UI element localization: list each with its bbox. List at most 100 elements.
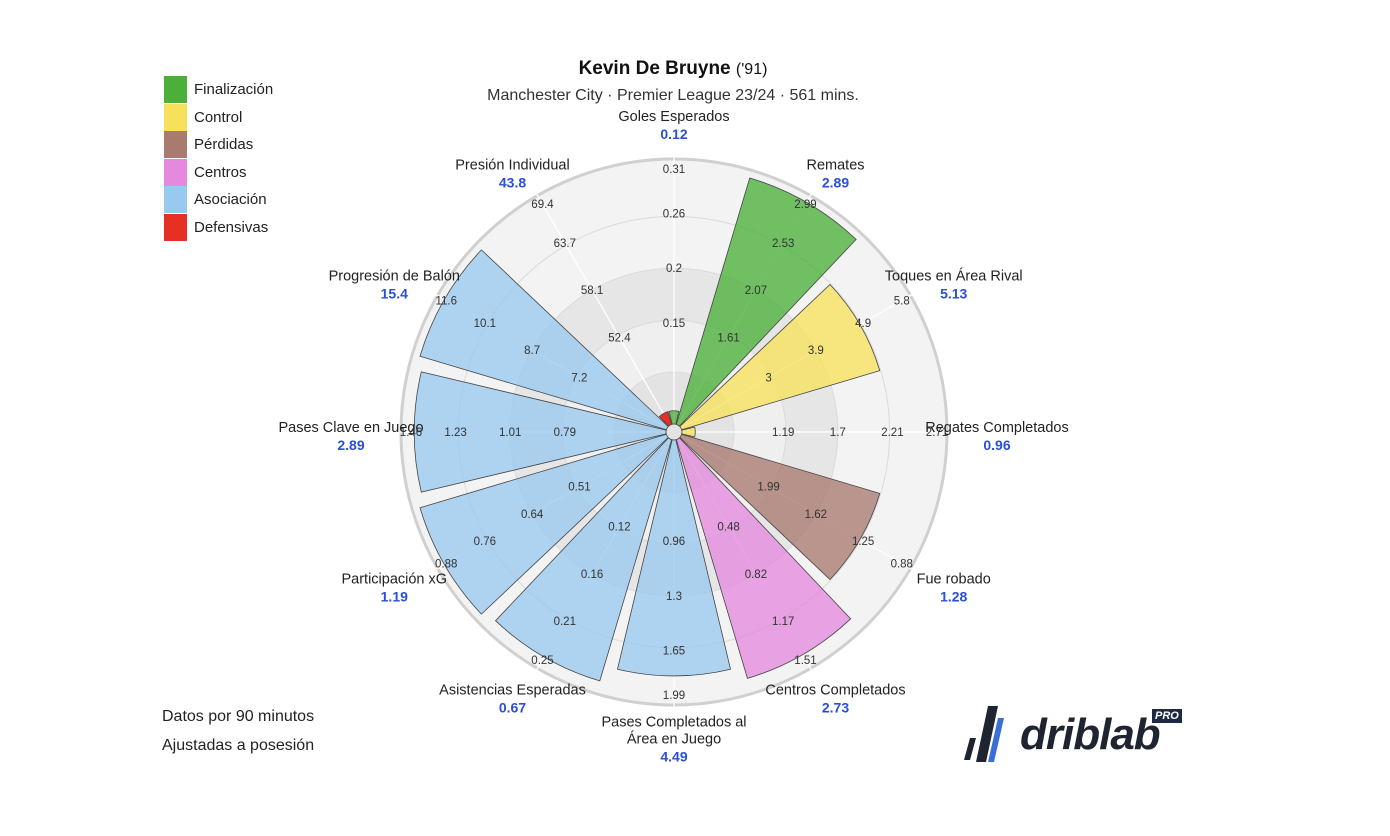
legend-item: Pérdidas [164,131,273,159]
tick-label: 1.51 [794,655,816,667]
logo-text: driblab [1020,710,1161,759]
metric-label: Centros Completados [765,682,905,698]
tick-label: 1.46 [400,427,422,439]
tick-label: 7.2 [571,372,587,384]
bar-0 [668,410,680,425]
legend-swatch [164,131,187,159]
player-name: Kevin De Bruyne [578,58,731,79]
tick-label: 1.61 [717,332,739,344]
legend-label: Pérdidas [194,136,254,154]
metric-value: 2.73 [822,699,849,715]
footnote-per90: Datos por 90 minutos [162,708,315,725]
metric-label: Pases Clave en Juego [278,420,423,436]
bar-2 [679,283,881,431]
legend-swatch [164,186,187,214]
metric-label: Toques en Área Rival [885,268,1023,285]
tick-label: 0.2 [666,263,682,275]
tick-label: 1.25 [852,536,874,548]
legend-label: Control [194,108,243,126]
tick-label: 2.53 [772,238,794,250]
metric-value: 0.96 [983,437,1010,453]
tick-label: 1.99 [663,690,685,702]
tick-label: 0.16 [581,569,603,581]
bar-4 [679,433,881,581]
player-year: ('91) [735,61,768,78]
legend-item: Centros [164,158,273,187]
metric-label: Pases Completados al [601,715,746,731]
tick-label: 1.99 [757,482,779,494]
bar-9 [413,371,667,493]
tick-label: 10.1 [474,318,496,330]
bar-6 [617,439,731,677]
tick-label: 0.12 [608,522,630,534]
tick-label: 2.99 [794,199,816,211]
tick-label: 0.21 [554,616,576,628]
tick-label: 0.79 [554,427,576,439]
metric-label: Participación xG [341,572,447,588]
bar-10 [419,249,669,431]
tick-label: 0.76 [474,536,496,548]
metric-label: Progresión de Balón [329,269,460,285]
tick-label: 58.1 [581,285,603,297]
tick-label: 0.15 [663,318,685,330]
tick-label: 69.4 [531,199,554,211]
legend: Finalización Control Pérdidas Centros Asocia… [164,76,273,241]
legend-swatch [164,158,187,186]
chart-bars [413,177,881,682]
tick-label: 3.9 [808,345,824,357]
tick-label: 2.07 [745,285,767,297]
legend-swatch [164,213,187,241]
metric-value: 15.4 [381,286,408,302]
metric-value: 5.13 [940,286,967,302]
chart-tick-labels: 0.15 0.2 0.26 0.31 1.61 2.07 2.53 2.99 3 3.9 4.9 5.… [400,164,948,702]
metric-value: 1.19 [381,589,408,605]
metric-label: Área en Juego [627,731,721,748]
metric-value: 0.12 [660,126,687,142]
tick-label: 0.64 [521,509,544,521]
spoke-line [535,193,671,426]
metric-label: Regates Completados [925,420,1068,436]
metric-label: Remates [806,158,864,174]
tick-label: 1.19 [772,427,794,439]
tick-label: 0.82 [745,569,767,581]
tick-label: 0.51 [568,482,590,494]
chart-rings [399,157,949,707]
footnote-possession: Ajustadas a posesión [162,737,315,754]
metric-value: 2.89 [337,437,364,453]
metric-value: 4.49 [660,749,687,765]
chart-title: Kevin De Bruyne ('91) [0,58,1346,80]
legend-item: Defensivas [164,213,273,242]
metric-label: Fue robado [917,572,991,588]
tick-label: 5.8 [894,296,910,308]
bar-7 [494,437,673,682]
metric-value: 2.89 [822,175,849,191]
driblab-logo-icon [964,706,1004,762]
bar-8 [419,433,669,615]
tick-label: 1.65 [663,645,685,657]
tick-label: 0.48 [717,522,739,534]
metric-label: Goles Esperados [618,109,729,125]
legend-label: Asociación [194,191,267,209]
metric-value: 43.8 [499,175,526,191]
legend-label: Defensivas [194,218,269,236]
bar-1 [675,177,857,427]
tick-label: 11.6 [435,296,457,308]
tick-label: 8.7 [524,345,540,357]
metric-value: 1.28 [940,589,967,605]
metric-value: 0.67 [499,699,526,715]
legend-label: Finalización [194,81,274,99]
metric-label: Asistencias Esperadas [439,682,586,698]
chart-subtitle: Manchester City · Premier League 23/24 ·… [487,87,859,104]
tick-label: 1.3 [666,591,682,603]
tick-label: 63.7 [554,238,576,250]
tick-label: 0.88 [435,559,457,571]
tick-label: 3 [765,372,771,384]
tick-label: 2.21 [881,427,903,439]
legend-item: Control [164,103,273,132]
tick-label: 0.88 [891,559,913,571]
tick-label: 4.9 [855,318,871,330]
legend-item: Asociación [164,186,273,214]
tick-label: 0.31 [663,164,685,176]
